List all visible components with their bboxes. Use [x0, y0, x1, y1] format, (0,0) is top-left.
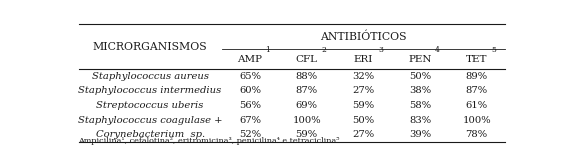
Text: TET: TET — [466, 55, 488, 64]
Text: 89%: 89% — [466, 72, 488, 81]
Text: 88%: 88% — [295, 72, 318, 81]
Text: 83%: 83% — [409, 116, 431, 125]
Text: 65%: 65% — [239, 72, 261, 81]
Text: 87%: 87% — [466, 86, 488, 95]
Text: Staphylococcus aureus: Staphylococcus aureus — [92, 72, 208, 81]
Text: 78%: 78% — [466, 130, 488, 139]
Text: MICRORGANISMOS: MICRORGANISMOS — [93, 42, 207, 52]
Text: PEN: PEN — [408, 55, 432, 64]
Text: 87%: 87% — [295, 86, 318, 95]
Text: 56%: 56% — [239, 101, 261, 110]
Text: Ampicilina¹, cefalotina², eritromicina³, penicilina⁴ e tetraciclina⁵: Ampicilina¹, cefalotina², eritromicina³,… — [79, 137, 340, 145]
Text: Streptococcus uberis: Streptococcus uberis — [97, 101, 204, 110]
Text: 27%: 27% — [353, 130, 375, 139]
Text: 100%: 100% — [292, 116, 321, 125]
Text: 50%: 50% — [353, 116, 375, 125]
Text: AMP: AMP — [237, 55, 263, 64]
Text: 59%: 59% — [295, 130, 318, 139]
Text: ERI: ERI — [354, 55, 373, 64]
Text: 38%: 38% — [409, 86, 431, 95]
Text: 100%: 100% — [462, 116, 491, 125]
Text: 1: 1 — [265, 46, 270, 54]
Text: 59%: 59% — [353, 101, 375, 110]
Text: 39%: 39% — [409, 130, 431, 139]
Text: Staphylococcus intermedius: Staphylococcus intermedius — [79, 86, 221, 95]
Text: 5: 5 — [492, 46, 497, 54]
Text: 61%: 61% — [466, 101, 488, 110]
Text: 58%: 58% — [409, 101, 431, 110]
Text: Staphylococcus coagulase +: Staphylococcus coagulase + — [78, 116, 223, 125]
Text: 27%: 27% — [353, 86, 375, 95]
Text: 3: 3 — [379, 46, 384, 54]
Text: CFL: CFL — [295, 55, 318, 64]
Text: 50%: 50% — [409, 72, 431, 81]
Text: 52%: 52% — [239, 130, 261, 139]
Text: ANTIBIÓTICOS: ANTIBIÓTICOS — [320, 32, 407, 42]
Text: 4: 4 — [435, 46, 440, 54]
Text: 60%: 60% — [239, 86, 261, 95]
Text: 67%: 67% — [239, 116, 261, 125]
Text: 69%: 69% — [295, 101, 318, 110]
Text: 2: 2 — [322, 46, 327, 54]
Text: 32%: 32% — [353, 72, 375, 81]
Text: Corynebacterium  sp.: Corynebacterium sp. — [95, 130, 205, 139]
